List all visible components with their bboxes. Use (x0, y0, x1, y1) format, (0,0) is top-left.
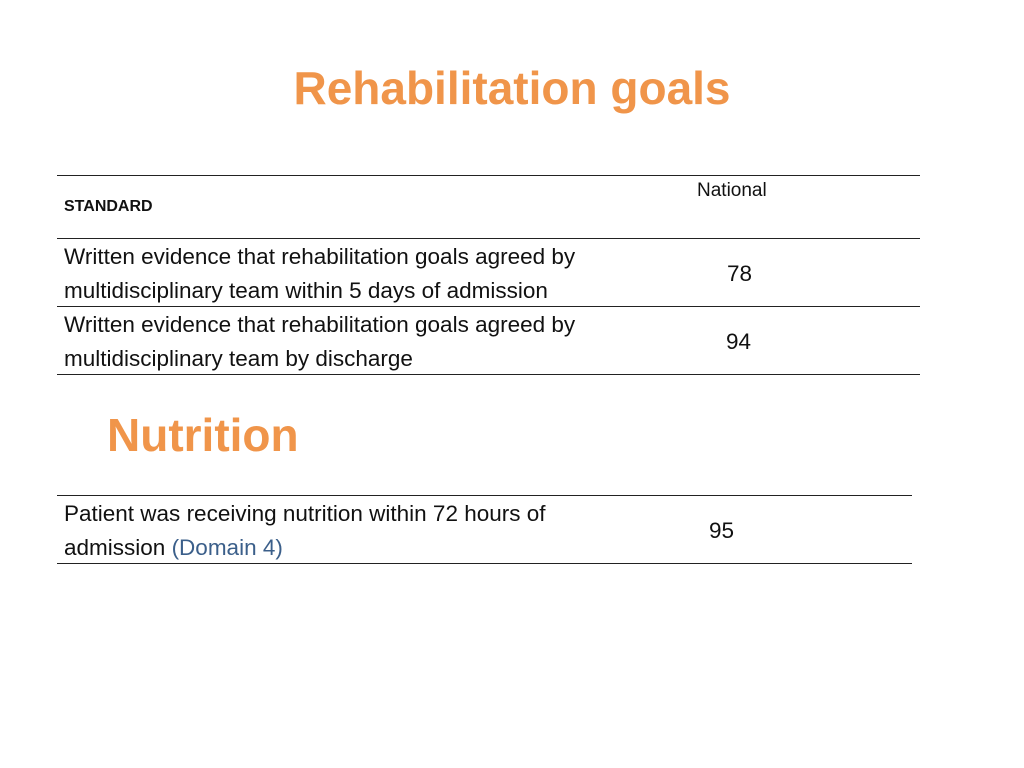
national-value: 95 (709, 518, 735, 543)
standard-description-line: multidisciplinary team within 5 days of … (64, 278, 548, 303)
table-top-rule (57, 175, 920, 176)
standard-description-line: Patient was receiving nutrition within 7… (64, 501, 546, 526)
table-top-rule (57, 495, 912, 496)
page-title: Rehabilitation goals (293, 62, 731, 114)
standard-description-line: multidisciplinary team by discharge (64, 346, 413, 371)
column-header-standard: STANDARD (64, 198, 153, 215)
admission-text: admission (64, 535, 166, 560)
section-heading-nutrition: Nutrition (107, 409, 299, 461)
table-bottom-rule (57, 563, 912, 564)
standard-description-line: Written evidence that rehabilitation goa… (64, 312, 576, 337)
table-bottom-rule (57, 374, 920, 375)
domain-reference: (Domain 4) (171, 535, 283, 560)
table-header-rule (57, 238, 920, 239)
column-header-national: National (697, 180, 767, 201)
standard-description-line: admission (Domain 4) (64, 531, 283, 565)
national-value: 94 (726, 329, 752, 354)
table-row-rule (57, 306, 920, 307)
standard-description-line: Written evidence that rehabilitation goa… (64, 244, 576, 269)
national-value: 78 (727, 261, 753, 286)
